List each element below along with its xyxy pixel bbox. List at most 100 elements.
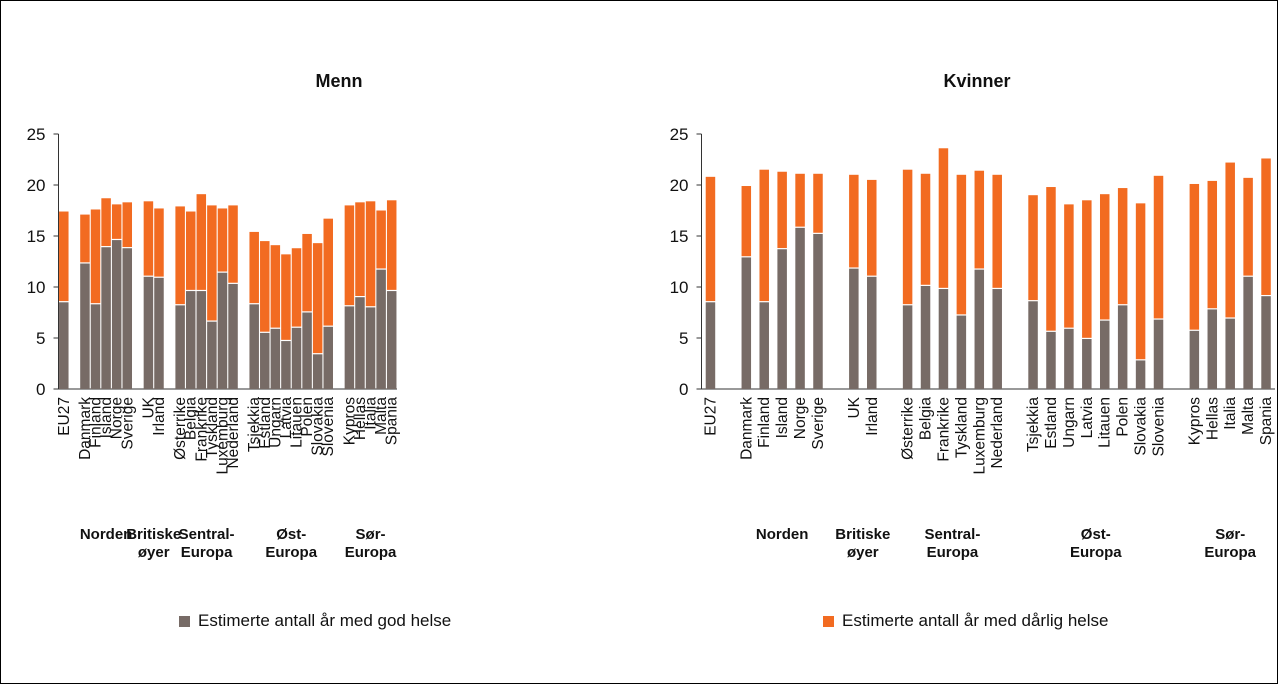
bar-good-health (1099, 320, 1110, 389)
x-tick-label: Ungarn (1061, 397, 1078, 448)
group-label: øyer (847, 544, 879, 561)
bar-poor-health (1189, 183, 1200, 330)
group-label: Øst- (276, 526, 306, 543)
bar-poor-health (795, 173, 805, 227)
bar-good-health (759, 302, 769, 389)
bar-poor-health (143, 201, 154, 276)
bar-poor-health (228, 205, 238, 283)
bar-good-health (228, 283, 238, 389)
x-tick-label: Estland (1043, 397, 1060, 449)
group-label: øyer (138, 544, 170, 561)
bar-poor-health (777, 171, 787, 249)
y-tick-label: 5 (36, 329, 45, 348)
x-tick-label: UK (846, 396, 863, 418)
bar-good-health (90, 304, 101, 389)
bar-poor-health (260, 241, 270, 332)
bar-good-health (1225, 318, 1235, 389)
bar-poor-health (1046, 187, 1056, 331)
x-tick-label: Polen (299, 397, 316, 437)
bar-poor-health (902, 169, 913, 305)
bar-good-health (974, 269, 985, 389)
bar-poor-health (1117, 188, 1128, 305)
group-label: Øst- (1081, 526, 1111, 543)
x-tick-label: Finland (88, 397, 105, 448)
bar-good-health (365, 307, 376, 389)
bar-poor-health (90, 209, 101, 304)
bar-good-health (101, 247, 111, 389)
bar-good-health (1082, 339, 1092, 389)
bar-good-health (849, 268, 859, 389)
group-label: Sør- (1215, 526, 1245, 543)
chart-title: Menn (316, 71, 363, 91)
bar-good-health (1117, 305, 1128, 389)
y-tick-label: 0 (36, 380, 45, 399)
y-tick-label: 10 (670, 278, 689, 297)
x-tick-label: Slovenia (320, 397, 337, 457)
bar-good-health (705, 302, 716, 389)
x-tick-label: Østerrike (172, 397, 189, 460)
y-tick-label: 15 (670, 227, 689, 246)
x-tick-label: UK (140, 396, 157, 418)
bar-good-health (207, 321, 217, 389)
bar-good-health (813, 233, 823, 389)
bar-good-health (344, 306, 355, 389)
y-tick-label: 5 (679, 329, 688, 348)
bar-good-health (777, 249, 787, 389)
x-tick-label: Polen (1115, 397, 1132, 437)
bar-poor-health (1153, 175, 1164, 319)
bar-good-health (867, 276, 877, 389)
bar-good-health (386, 291, 397, 389)
bar-good-health (355, 297, 365, 389)
bar-good-health (1064, 328, 1074, 389)
bar-poor-health (741, 186, 752, 257)
bar-poor-health (312, 243, 323, 354)
bar-good-health (154, 277, 164, 389)
bar-poor-health (323, 218, 333, 326)
bar-poor-health (355, 202, 365, 296)
bar-poor-health (80, 214, 90, 263)
x-tick-label: Slovenia (1151, 397, 1168, 457)
x-tick-label: Belgia (183, 397, 200, 440)
x-tick-label: Nederland (225, 397, 242, 469)
bar-poor-health (344, 205, 355, 306)
bar-good-health (992, 289, 1002, 389)
x-tick-label: Latvia (1079, 397, 1096, 439)
x-tick-label: Island (98, 397, 115, 438)
bar-poor-health (1028, 195, 1038, 301)
x-tick-label: Spania (384, 397, 401, 446)
x-tick-label: Litauen (1097, 397, 1114, 448)
bar-good-health (1046, 331, 1056, 389)
bar-poor-health (185, 211, 196, 290)
bar-poor-health (1064, 204, 1074, 328)
x-tick-label: Tyskland (953, 397, 970, 458)
x-tick-label: Nederland (989, 397, 1006, 469)
x-tick-label: Luxemburg (214, 397, 231, 475)
group-label: Europa (345, 544, 397, 561)
bar-poor-health (1261, 158, 1271, 295)
bar-poor-health (1099, 194, 1110, 320)
bar-good-health (1189, 330, 1200, 389)
bar-poor-health (196, 194, 207, 290)
group-label: Sentral- (179, 526, 235, 543)
legend-swatch-bad (823, 615, 834, 627)
bar-poor-health (920, 173, 931, 285)
bar-poor-health (365, 201, 376, 307)
legend-swatch-good (179, 615, 190, 627)
bar-poor-health (281, 254, 291, 340)
bar-poor-health (101, 198, 111, 247)
bar-good-health (1207, 309, 1218, 389)
group-label: Sør- (356, 526, 386, 543)
x-tick-label: Slovakia (1133, 397, 1150, 456)
x-tick-label: Sverige (810, 397, 827, 450)
bar-good-health (795, 227, 805, 389)
bar-poor-health (1225, 162, 1235, 318)
group-label: Europa (1070, 544, 1122, 561)
bar-good-health (111, 240, 122, 389)
x-tick-label: Italia (363, 397, 380, 430)
bar-good-health (312, 354, 323, 389)
bar-poor-health (974, 170, 985, 269)
x-tick-label: EU27 (56, 397, 73, 436)
group-label: Britiske (835, 526, 890, 543)
bar-good-health (1243, 276, 1253, 389)
